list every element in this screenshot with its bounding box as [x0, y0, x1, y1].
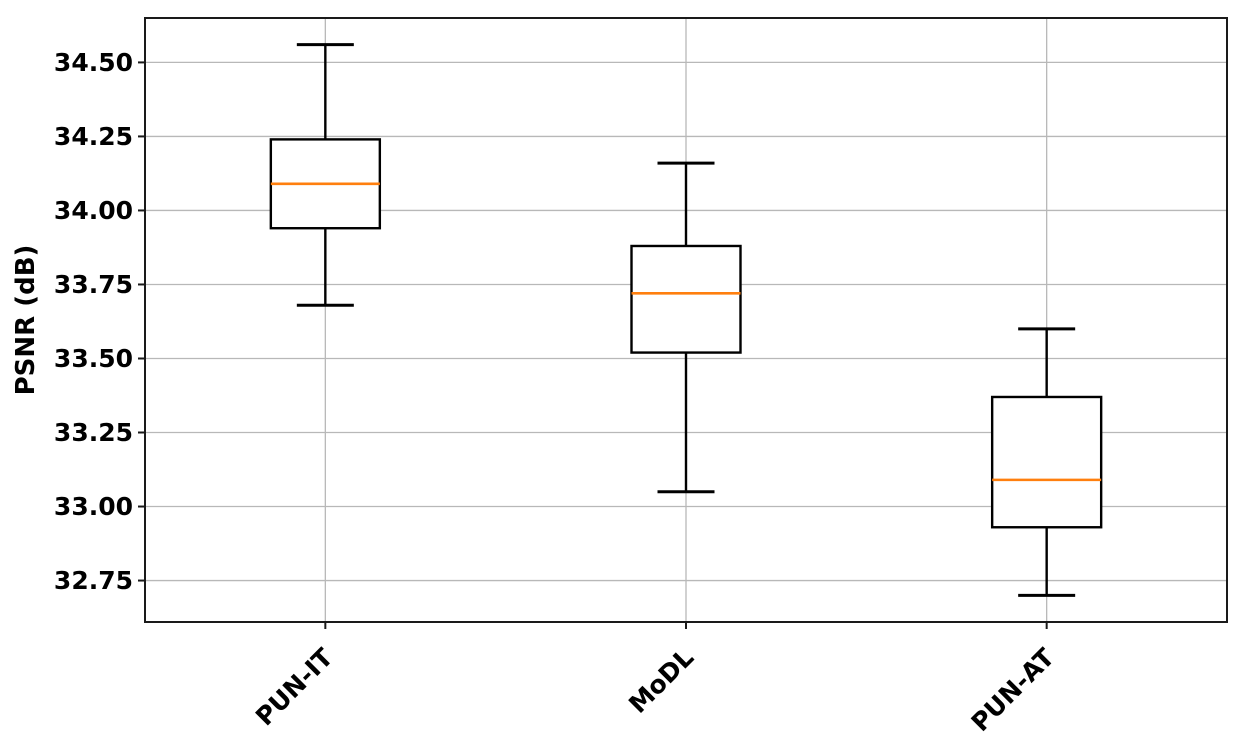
- y-tick-label: 33.75: [54, 270, 133, 299]
- y-axis-title: PSNR (dB): [11, 245, 41, 396]
- x-tick-label: PUN-IT: [250, 643, 339, 732]
- box-group-PUN-IT: [269, 43, 382, 307]
- box-group-PUN-AT: [990, 327, 1103, 597]
- axis-layer: 32.75 33.00 33.25 33.50 33.75 34.00 34.25 34.50…: [54, 48, 1060, 737]
- y-tick-label: 33.00: [54, 492, 133, 521]
- plot-border: [144, 17, 1228, 623]
- y-tick-label: 34.50: [54, 48, 133, 77]
- x-tick-label: MoDL: [623, 643, 699, 719]
- iqr-box: [630, 244, 742, 354]
- y-tick-label: 34.00: [54, 196, 133, 225]
- box-group-MoDL: [630, 161, 742, 494]
- iqr-box: [990, 395, 1103, 529]
- x-tick-label: PUN-AT: [966, 643, 1060, 737]
- y-tick-label: 34.25: [54, 122, 133, 151]
- box-layer: [269, 43, 1103, 597]
- y-tick-label: 33.25: [54, 418, 133, 447]
- y-tick-label: 33.50: [54, 344, 133, 373]
- y-tick-label: 32.75: [54, 566, 133, 595]
